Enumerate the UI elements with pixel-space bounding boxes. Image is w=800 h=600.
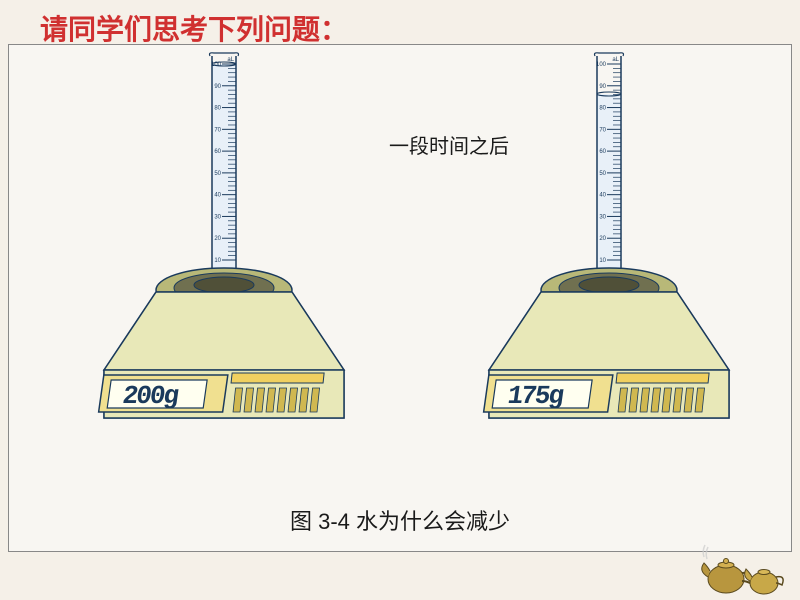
svg-text:20: 20 xyxy=(214,236,221,242)
figure-panel: 102030405060708090100aL 200g xyxy=(8,44,792,552)
scale-body-top xyxy=(104,292,344,370)
cylinder-spout-icon xyxy=(595,53,624,56)
digital-scale-left: 200g xyxy=(94,260,354,470)
svg-text:30: 30 xyxy=(214,214,221,220)
teapot-icon xyxy=(698,541,788,596)
svg-text:90: 90 xyxy=(214,84,221,90)
svg-text:80: 80 xyxy=(214,106,221,112)
scale-platform-center xyxy=(194,277,254,293)
svg-text:aL: aL xyxy=(227,57,234,63)
graduated-cylinder-right: 102030405060708090100aL xyxy=(585,50,633,280)
scale-reading-right: 175g xyxy=(506,381,566,411)
svg-text:40: 40 xyxy=(599,193,606,199)
scale-control-bar xyxy=(616,373,709,383)
graduated-cylinder-left: 102030405060708090100aL xyxy=(200,50,248,280)
scale-reading-left: 200g xyxy=(121,381,181,411)
svg-text:40: 40 xyxy=(214,193,221,199)
scale-apparatus-left: 102030405060708090100aL 200g xyxy=(94,50,354,470)
svg-text:50: 50 xyxy=(599,171,606,177)
scale-control-bar xyxy=(231,373,324,383)
svg-text:60: 60 xyxy=(214,149,221,155)
scale-apparatus-right: 102030405060708090100aL 175g xyxy=(479,50,739,470)
figure-caption: 图 3-4 水为什么会减少 xyxy=(290,504,510,536)
svg-text:60: 60 xyxy=(599,149,606,155)
svg-text:70: 70 xyxy=(599,127,606,133)
page-title: 请同学们思考下列问题： xyxy=(40,8,348,48)
title-text: 请同学们思考下列问题： xyxy=(40,14,348,45)
cylinder-spout-icon xyxy=(210,53,239,56)
scale-platform-center xyxy=(579,277,639,293)
svg-text:100: 100 xyxy=(211,62,222,68)
svg-text:100: 100 xyxy=(596,62,607,68)
svg-text:20: 20 xyxy=(599,236,606,242)
svg-text:50: 50 xyxy=(214,171,221,177)
digital-scale-right: 175g xyxy=(479,260,739,470)
svg-text:90: 90 xyxy=(599,84,606,90)
scale-body-top xyxy=(489,292,729,370)
svg-text:80: 80 xyxy=(599,106,606,112)
svg-text:30: 30 xyxy=(599,214,606,220)
svg-text:aL: aL xyxy=(612,57,619,63)
svg-text:70: 70 xyxy=(214,127,221,133)
